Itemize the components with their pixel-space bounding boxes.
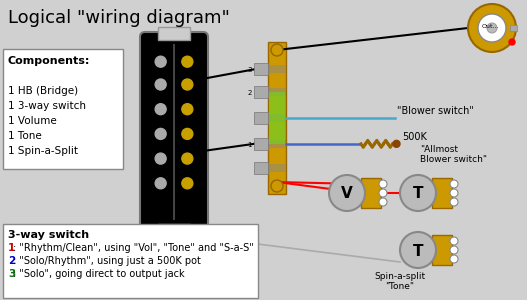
Text: T: T — [413, 244, 423, 259]
Text: "Blower switch": "Blower switch" — [397, 106, 474, 116]
FancyBboxPatch shape — [3, 224, 258, 298]
Circle shape — [450, 255, 458, 263]
Circle shape — [450, 237, 458, 245]
Text: 1 3-way switch: 1 3-way switch — [8, 101, 86, 111]
Circle shape — [155, 79, 166, 90]
Bar — [268, 140, 286, 148]
Text: Components:: Components: — [8, 56, 90, 66]
Circle shape — [379, 189, 387, 197]
Bar — [254, 63, 268, 75]
Circle shape — [478, 14, 506, 42]
Bar — [254, 112, 268, 124]
Bar — [254, 162, 268, 174]
Text: 1 HB (Bridge): 1 HB (Bridge) — [8, 86, 78, 96]
Text: : "Solo", going direct to output jack: : "Solo", going direct to output jack — [13, 269, 184, 279]
FancyBboxPatch shape — [3, 49, 123, 169]
Text: "Allmost
Blower switch": "Allmost Blower switch" — [421, 145, 487, 164]
Text: T: T — [413, 187, 423, 202]
Bar — [254, 86, 268, 98]
FancyBboxPatch shape — [158, 27, 190, 40]
Bar — [268, 42, 286, 194]
Circle shape — [182, 178, 193, 189]
Circle shape — [450, 180, 458, 188]
Circle shape — [155, 104, 166, 115]
Text: Logical "wiring diagram": Logical "wiring diagram" — [8, 9, 230, 27]
Circle shape — [271, 180, 283, 192]
Circle shape — [329, 175, 365, 211]
Bar — [432, 235, 452, 265]
Text: : "Rhythm/Clean", using "Vol", "Tone" and "S-a-S": : "Rhythm/Clean", using "Vol", "Tone" an… — [13, 243, 253, 253]
Circle shape — [379, 198, 387, 206]
Circle shape — [155, 56, 166, 67]
Bar — [268, 114, 286, 122]
Text: 2: 2 — [8, 256, 15, 266]
Circle shape — [155, 128, 166, 140]
Text: Out...: Out... — [482, 23, 500, 28]
Bar — [361, 178, 381, 208]
Circle shape — [271, 44, 283, 56]
Circle shape — [450, 198, 458, 206]
Circle shape — [155, 153, 166, 164]
Text: 1 Volume: 1 Volume — [8, 116, 57, 126]
Bar — [269, 92, 285, 144]
Circle shape — [400, 232, 436, 268]
Circle shape — [400, 175, 436, 211]
Text: Spin-a-split
"Tone": Spin-a-split "Tone" — [375, 272, 426, 291]
Circle shape — [182, 79, 193, 90]
Circle shape — [379, 180, 387, 188]
Bar — [268, 164, 286, 172]
Text: V: V — [341, 187, 353, 202]
Text: 3-way switch: 3-way switch — [8, 230, 89, 240]
Text: 1: 1 — [8, 243, 15, 253]
Text: 2: 2 — [248, 90, 252, 96]
Circle shape — [182, 153, 193, 164]
Bar — [254, 138, 268, 150]
Circle shape — [487, 23, 497, 33]
Circle shape — [182, 128, 193, 140]
Bar — [268, 88, 286, 96]
Bar — [510, 25, 517, 31]
Circle shape — [155, 178, 166, 189]
Text: 1: 1 — [248, 142, 252, 148]
Circle shape — [468, 4, 516, 52]
FancyBboxPatch shape — [140, 32, 208, 232]
FancyBboxPatch shape — [158, 224, 190, 237]
Bar — [268, 65, 286, 74]
Circle shape — [509, 39, 515, 45]
Bar — [432, 178, 452, 208]
Text: 500K: 500K — [403, 132, 427, 142]
Text: 1 Spin-a-Split: 1 Spin-a-Split — [8, 146, 78, 156]
Circle shape — [393, 140, 400, 147]
Text: 1 Tone: 1 Tone — [8, 131, 42, 141]
Circle shape — [450, 246, 458, 254]
Text: : "Solo/Rhythm", using just a 500K pot: : "Solo/Rhythm", using just a 500K pot — [13, 256, 201, 266]
Text: 3: 3 — [248, 68, 252, 74]
Circle shape — [182, 56, 193, 67]
Circle shape — [450, 189, 458, 197]
Circle shape — [182, 104, 193, 115]
Text: 3: 3 — [8, 269, 15, 279]
